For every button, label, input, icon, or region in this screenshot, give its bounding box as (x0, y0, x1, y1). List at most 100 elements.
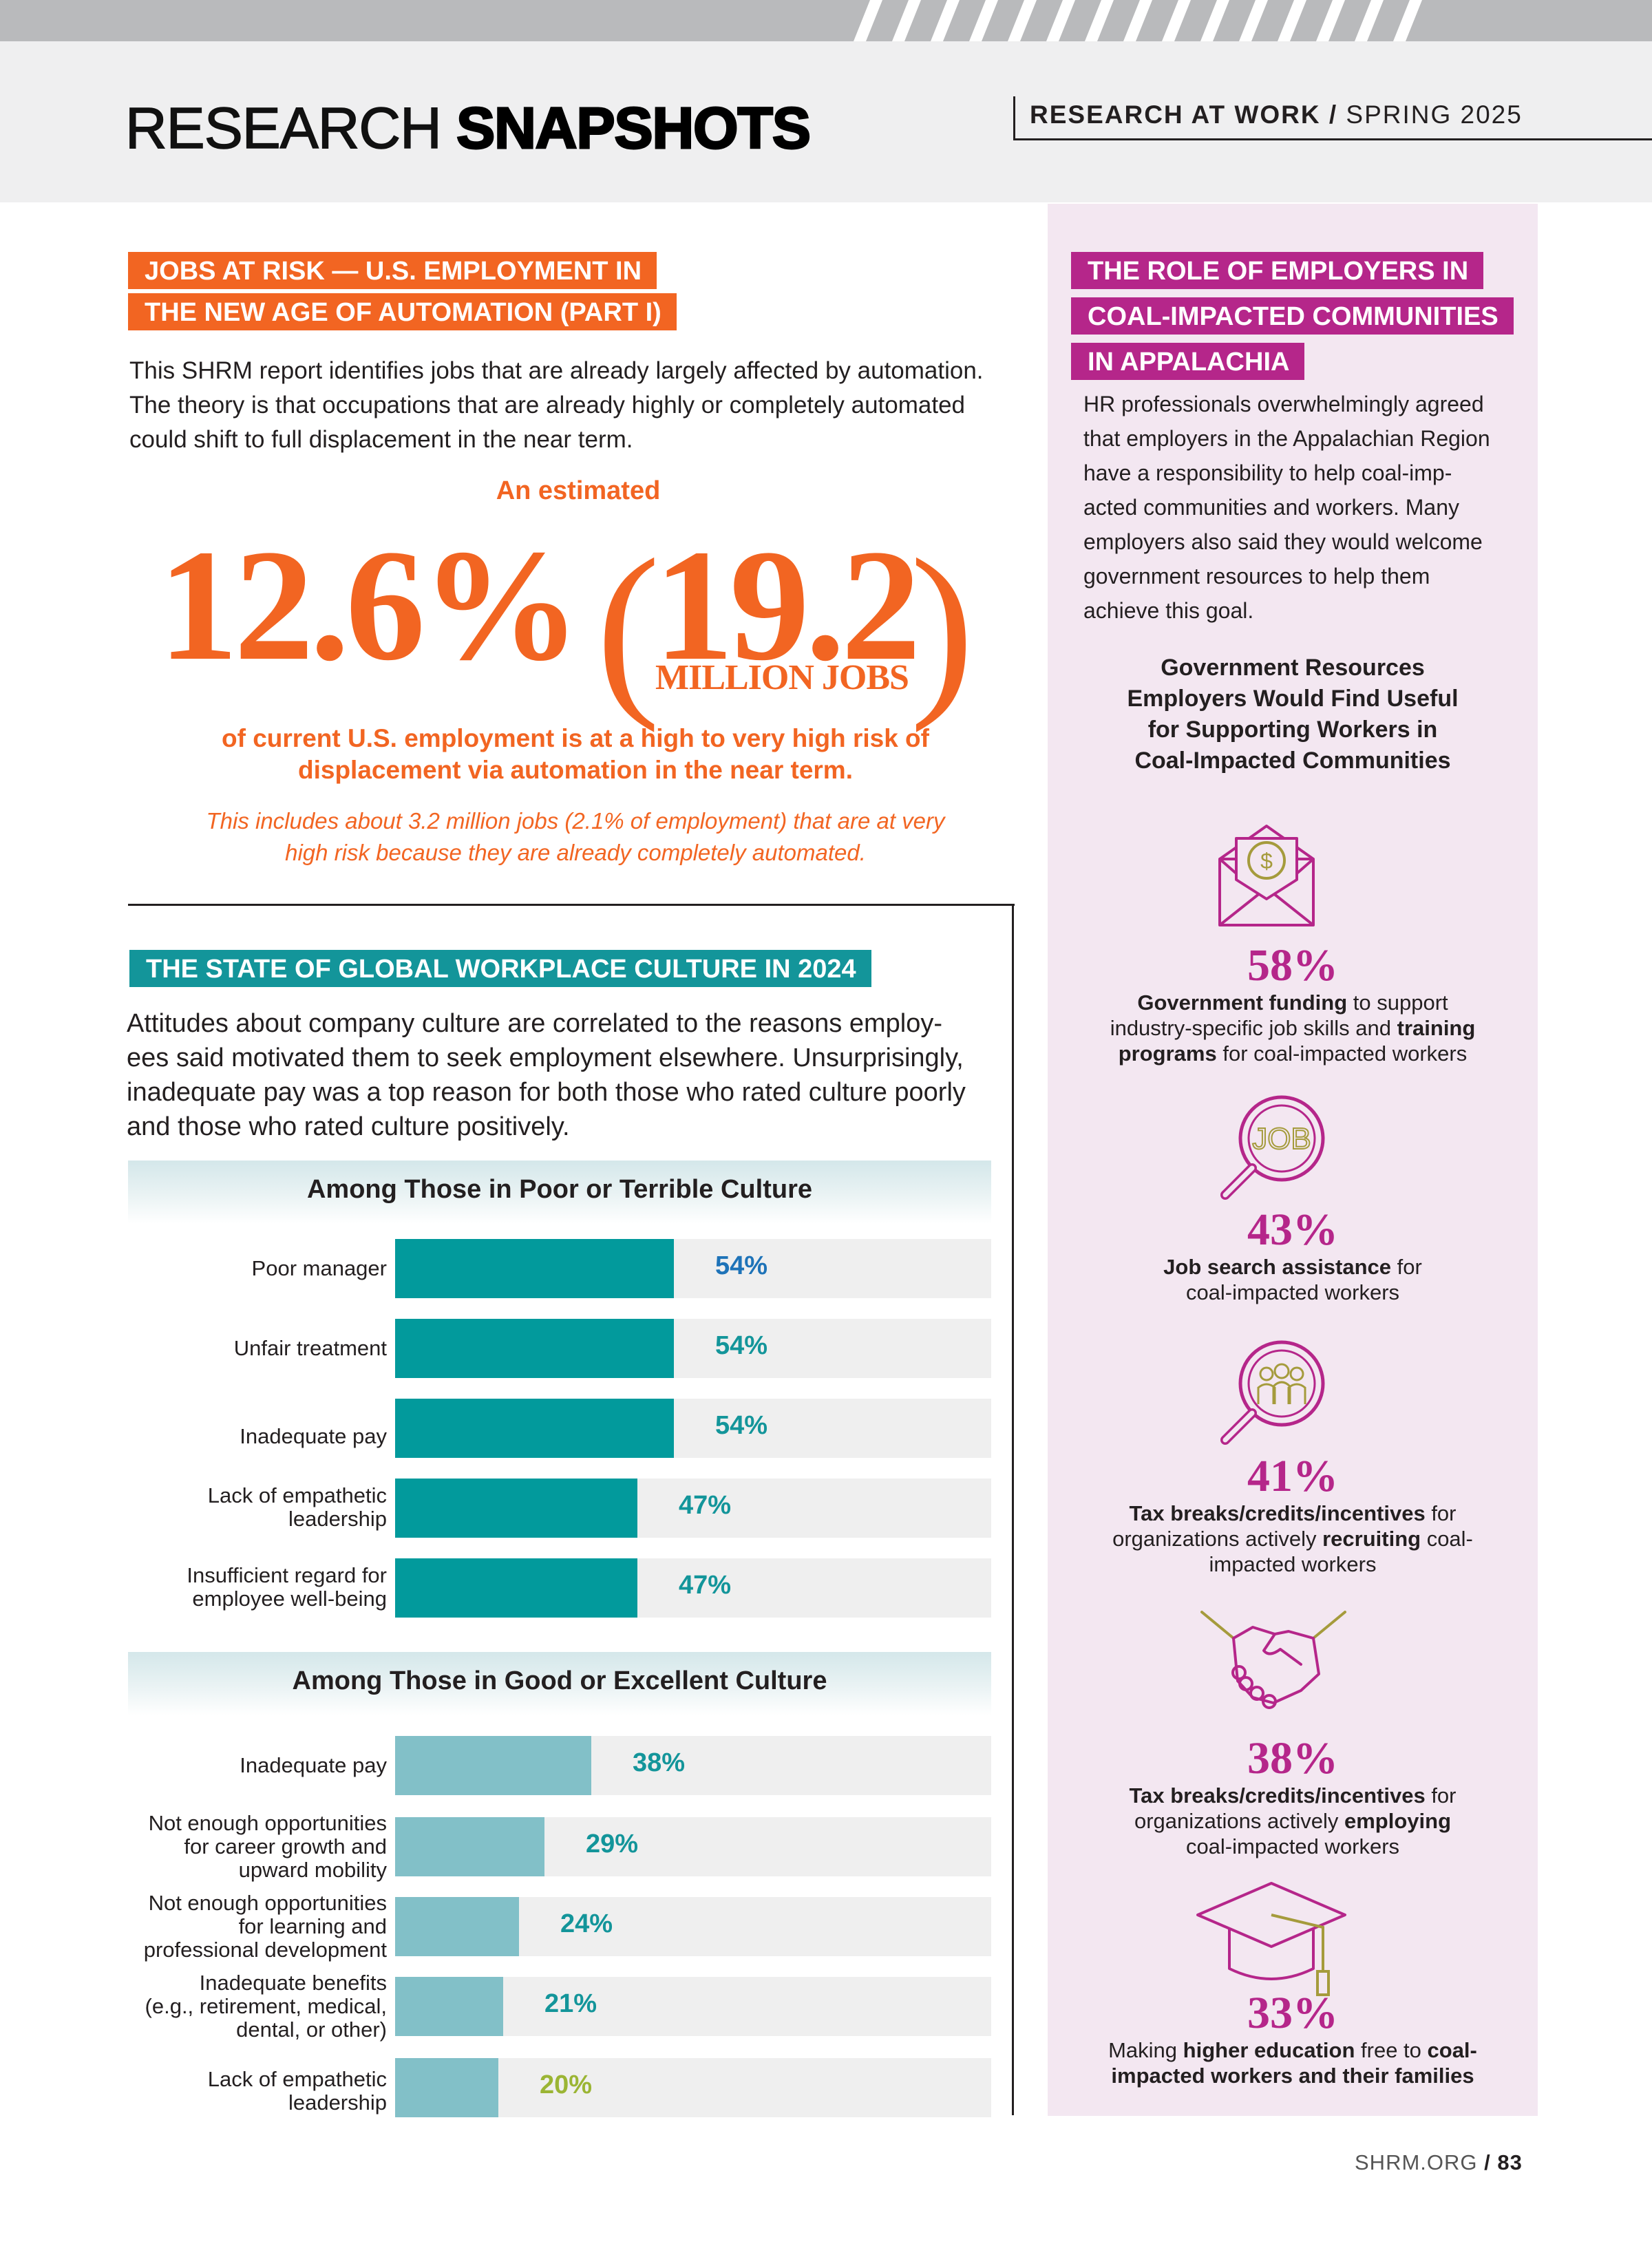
paren-open: ( (596, 519, 661, 733)
stat-emphasis: programs (1118, 1041, 1217, 1066)
sidebar-panel (1048, 204, 1538, 2116)
stat-item: 38% Tax breaks/credits/incentives for orga… (1048, 1735, 1538, 1859)
label-line: Poor manager (251, 1256, 387, 1280)
bar-category-label: Unfair treatment (98, 1337, 387, 1360)
stat-item: 43% Job search assistance for coal-impacte… (1048, 1206, 1538, 1305)
label-line: Not enough opportunities (148, 1891, 387, 1915)
bar-track: 24% (395, 1897, 991, 1956)
intro-line: Attitudes about company culture are corr… (127, 1009, 942, 1038)
label-line: employee well-being (192, 1587, 387, 1611)
intro-line: have a responsibility to help coal-imp- (1083, 460, 1452, 485)
bar (395, 1558, 637, 1618)
bar-value-label: 47% (679, 1571, 732, 1600)
footer-site: SHRM.ORG (1355, 2150, 1485, 2174)
bar-category-label: Poor manager (98, 1257, 387, 1280)
stat-text: for (1425, 1783, 1457, 1808)
bar-track: 47% (395, 1479, 991, 1538)
bar-value-label: 29% (586, 1830, 639, 1858)
label-line: upward mobility (238, 1858, 387, 1882)
bar-value-label: 54% (715, 1251, 768, 1280)
top-stripe-bar (0, 0, 1652, 41)
stat-description: Job search assistance for coal-impacted w… (1048, 1254, 1538, 1305)
page-footer: SHRM.ORG / 83 (1355, 2150, 1523, 2175)
subhead-line: Coal-Impacted Communities (1134, 748, 1451, 774)
bar-track: 38% (395, 1736, 991, 1795)
bar-track: 54% (395, 1319, 991, 1378)
label-line: Insufficient regard for (187, 1563, 387, 1587)
bar (395, 1319, 674, 1378)
bar (395, 2058, 498, 2117)
bar (395, 1977, 503, 2036)
bar-row: Insufficient regard for employee well-bei… (0, 1558, 991, 1618)
stat-text: to support (1347, 990, 1448, 1015)
stat-value: 38% (1247, 1733, 1338, 1783)
issue-series: RESEARCH AT WORK / (1030, 100, 1338, 129)
risk-note: This includes about 3.2 million jobs (2.… (128, 805, 1023, 869)
label-line: (e.g., retirement, medical, (145, 1994, 387, 2018)
issue-rule-horizontal (1013, 138, 1652, 140)
stat-emphasis: higher education (1183, 2038, 1355, 2062)
bar-category-label: Insufficient regard for employee well-bei… (98, 1564, 387, 1611)
big-unit: MILLION JOBS (655, 658, 909, 697)
stat-emphasis: Job search assistance (1163, 1255, 1392, 1279)
bar (395, 1479, 637, 1538)
bar-row: Inadequate benefits (e.g., retirement, me… (0, 1971, 991, 2042)
label-line: leadership (288, 2090, 387, 2115)
bar-category-label: Lack of empathetic leadership (98, 2068, 387, 2115)
chart-poor-culture: Among Those in Poor or Terrible Culture … (0, 1161, 995, 1622)
intro-line: and those who rated culture positively. (127, 1112, 570, 1141)
bar-track: 54% (395, 1399, 991, 1458)
stat-emphasis: coal- (1427, 2038, 1477, 2062)
stat-item: 58% Government funding to support industry… (1048, 942, 1538, 1066)
statement-line: of current U.S. employment is at a high … (222, 724, 929, 752)
bar-row: Poor manager 54% (0, 1239, 991, 1298)
tag-line: JOBS AT RISK — U.S. EMPLOYMENT IN (128, 252, 657, 289)
bar-category-label: Not enough opportunities for career growt… (98, 1812, 387, 1882)
stat-emphasis: impacted workers and their families (1111, 2064, 1474, 2088)
label-line: Unfair treatment (233, 1336, 387, 1360)
stat-emphasis: Tax breaks/credits/incentives (1129, 1501, 1426, 1525)
intro-line: employers also said they would welcome (1083, 529, 1483, 554)
big-millions: 19.2 (654, 517, 921, 694)
label-line: dental, or other) (236, 2017, 387, 2042)
bar-category-label: Lack of empathetic leadership (98, 1484, 387, 1531)
bar (395, 1399, 674, 1458)
label-line: Inadequate pay (240, 1753, 387, 1777)
intro-line: inadequate pay was a top reason for both… (127, 1078, 966, 1107)
stat-text: coal-impacted workers (1185, 1834, 1400, 1858)
note-line: high risk because they are already compl… (285, 840, 866, 865)
intro-line: This SHRM report identifies jobs that ar… (129, 357, 984, 384)
stat-text: organizations actively (1112, 1527, 1323, 1551)
bar-value-label: 20% (540, 2070, 593, 2099)
bar-row: Not enough opportunities for career growt… (0, 1812, 991, 1882)
tag-line: THE NEW AGE OF AUTOMATION (PART I) (128, 293, 677, 330)
bar (395, 1817, 544, 1876)
page-number: / 83 (1484, 2150, 1523, 2174)
label-line: Inadequate benefits (199, 1971, 387, 1995)
bar-category-label: Inadequate pay (98, 1425, 387, 1448)
label-line: for learning and (238, 1914, 387, 1938)
stat-emphasis: training (1397, 1016, 1476, 1040)
stat-text: coal-impacted workers (1185, 1280, 1400, 1304)
subhead-line: Government Resources (1161, 655, 1425, 681)
stat-text: free to (1355, 2038, 1428, 2062)
bar-track: 21% (395, 1977, 991, 2036)
label-line: leadership (288, 1507, 387, 1531)
page-header (0, 41, 1652, 202)
tag-line: COAL-IMPACTED COMMUNITIES (1071, 297, 1514, 335)
bar-track: 54% (395, 1239, 991, 1298)
intro-line: ees said motivated them to seek employme… (127, 1043, 964, 1072)
bar-row: Inadequate pay 38% (0, 1736, 991, 1795)
stat-value: 33% (1247, 1988, 1338, 2038)
note-line: This includes about 3.2 million jobs (2.… (206, 808, 945, 834)
handshake-icon (1200, 1611, 1346, 1709)
stat-emphasis: Government funding (1137, 990, 1348, 1015)
bar-track: 29% (395, 1817, 991, 1876)
stat-emphasis: recruiting (1322, 1527, 1421, 1551)
issue-date: SPRING 2025 (1337, 100, 1523, 129)
estimated-label: An estimated (496, 476, 661, 505)
bar (395, 1736, 591, 1795)
chart-title: Among Those in Good or Excellent Culture (128, 1652, 991, 1715)
intro-line: government resources to help them (1083, 564, 1430, 589)
stat-item: 33% Making higher education free to coal-… (1048, 1989, 1538, 2088)
